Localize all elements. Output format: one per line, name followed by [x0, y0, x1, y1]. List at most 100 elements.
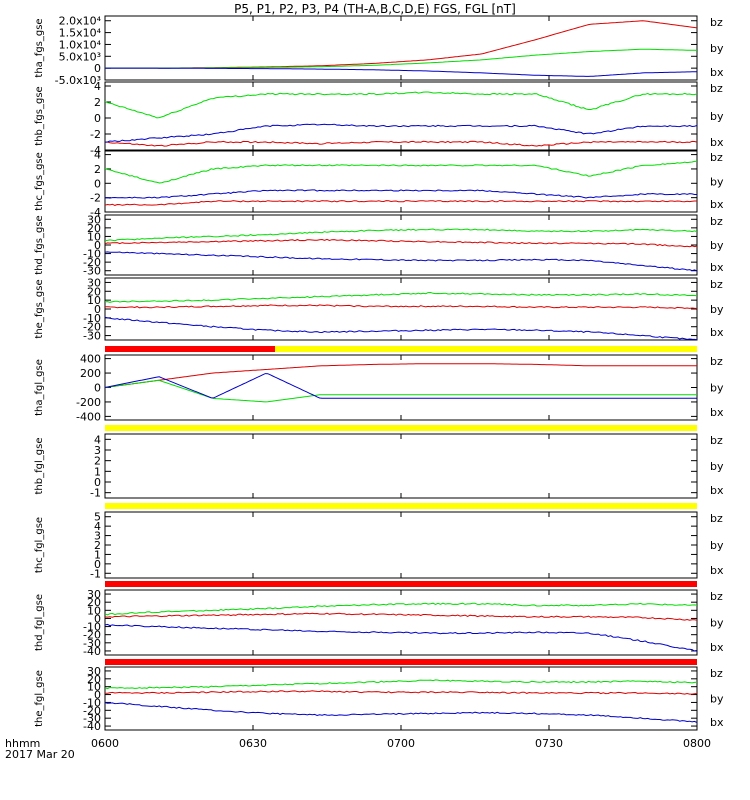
ytick-label-3-2: 10: [87, 230, 101, 243]
series-bz-2: [104, 200, 697, 206]
ytick-label-7-0: 5: [94, 511, 101, 524]
legend-bx-4: bx: [710, 326, 724, 339]
ytick-label-0-0: 2.0x10⁴: [59, 15, 102, 28]
ylabel-9: the_fgl_gse: [34, 670, 45, 727]
legend-bx-8: bx: [710, 641, 724, 654]
ytick-label-9-4: -10: [83, 696, 101, 709]
series-bx-3: [104, 251, 698, 272]
legend-bz-0: bz: [710, 16, 723, 29]
ytick-label-1-3: -2: [90, 128, 101, 141]
ytick-label-5-2: 0: [94, 382, 101, 395]
ytick-label-8-3: 0: [94, 612, 101, 625]
panel-frame-9: [104, 666, 698, 731]
ytick-label-9-6: -30: [83, 712, 101, 725]
series-bx-8: [104, 623, 698, 652]
panel-frame-5: [104, 354, 698, 421]
legend-by-2: by: [710, 176, 724, 189]
ylabel-2: thc_fgs_gse: [34, 152, 45, 211]
panel-frame-1: [104, 81, 698, 151]
ytick-label-7-1: 4: [94, 520, 101, 533]
ytick-label-6-1: 3: [94, 444, 101, 457]
ytick-label-1-4: -4: [90, 144, 101, 157]
legend-bz-6: bz: [710, 434, 723, 447]
ytick-label-4-1: 20: [87, 285, 101, 298]
xaxis-label-0: 0600: [91, 737, 119, 750]
ytick-label-6-0: 4: [94, 433, 101, 446]
ytick-label-3-6: -30: [83, 265, 101, 278]
ytick-label-5-0: 400: [80, 353, 101, 366]
ytick-label-8-6: -30: [83, 637, 101, 650]
status-bar-0-1: [275, 346, 697, 352]
ytick-label-7-6: -1: [90, 567, 101, 580]
series-bz-0: [105, 20, 698, 69]
legend-bx-2: bx: [710, 198, 724, 211]
series-by-0: [105, 48, 698, 69]
ytick-label-0-1: 1.5x10⁴: [59, 27, 102, 40]
ytick-label-8-2: 10: [87, 604, 101, 617]
legend-by-1: by: [710, 110, 724, 123]
ytick-label-3-4: -10: [83, 248, 101, 261]
legend-bz-4: bz: [710, 278, 723, 291]
ytick-label-3-5: -20: [83, 256, 101, 269]
series-by-2: [104, 160, 698, 184]
status-bar-1-0: [105, 425, 697, 431]
ylabel-4: the_fgs_gse: [34, 279, 45, 338]
ylabel-5: tha_fgl_gse: [34, 359, 45, 416]
ytick-label-0-4: 0: [94, 62, 101, 75]
series-bz-5: [104, 363, 697, 388]
ylabel-0: tha_fgs_gse: [34, 18, 45, 77]
ytick-label-9-1: 20: [87, 673, 101, 686]
legend-bx-5: bx: [710, 406, 724, 419]
ylabel-6: thb_fgl_gse: [34, 438, 45, 495]
legend-by-8: by: [710, 617, 724, 630]
footer-date: 2017 Mar 20: [5, 748, 75, 761]
series-by-3: [104, 228, 698, 242]
ytick-label-8-1: 20: [87, 596, 101, 609]
ytick-label-4-0: 30: [87, 276, 101, 289]
ylabel-7: thc_fgl_gse: [34, 517, 45, 573]
legend-by-0: by: [710, 42, 724, 55]
ytick-label-6-2: 2: [94, 455, 101, 468]
ytick-label-2-1: 2: [94, 163, 101, 176]
legend-by-5: by: [710, 382, 724, 395]
ytick-label-5-1: 200: [80, 367, 101, 380]
legend-bx-3: bx: [710, 261, 724, 274]
status-bar-3-0: [105, 581, 697, 587]
legend-by-3: by: [710, 239, 724, 252]
legend-bx-0: bx: [710, 66, 724, 79]
ytick-label-4-4: -10: [83, 312, 101, 325]
ytick-label-7-4: 1: [94, 548, 101, 561]
xaxis-label-4: 0800: [683, 737, 711, 750]
chart-title: P5, P1, P2, P3, P4 (TH-A,B,C,D,E) FGS, F…: [234, 2, 516, 16]
ytick-label-6-3: 1: [94, 465, 101, 478]
ytick-label-2-4: -4: [90, 206, 101, 219]
footer-hhmm: hhmm: [5, 737, 40, 750]
ytick-label-4-5: -20: [83, 321, 101, 334]
ytick-label-4-2: 10: [87, 294, 101, 307]
series-bz-9: [105, 690, 698, 695]
series-bx-1: [104, 123, 698, 143]
ytick-label-8-4: -10: [83, 621, 101, 634]
series-bx-0: [105, 67, 698, 77]
ytick-label-8-5: -20: [83, 629, 101, 642]
ytick-label-6-4: 0: [94, 476, 101, 489]
series-by-9: [104, 679, 698, 690]
ytick-label-7-5: 0: [94, 558, 101, 571]
series-bz-4: [105, 304, 698, 309]
ytick-label-0-3: 5.0x10³: [59, 50, 101, 63]
legend-bx-7: bx: [710, 564, 724, 577]
ytick-label-1-1: 2: [94, 96, 101, 109]
ytick-label-4-3: 0: [94, 303, 101, 316]
legend-by-4: by: [710, 303, 724, 316]
ytick-label-1-0: 4: [94, 80, 101, 93]
ytick-label-5-3: -200: [76, 396, 101, 409]
ytick-label-2-0: 4: [94, 149, 101, 162]
ytick-label-0-2: 1.0x10⁴: [59, 38, 102, 51]
ytick-label-9-7: -40: [83, 720, 101, 733]
status-bar-0-0: [105, 346, 275, 352]
series-by-4: [104, 291, 698, 303]
legend-bz-2: bz: [710, 151, 723, 164]
ytick-label-9-5: -20: [83, 704, 101, 717]
ylabel-8: thd_fgl_gse: [34, 594, 45, 651]
